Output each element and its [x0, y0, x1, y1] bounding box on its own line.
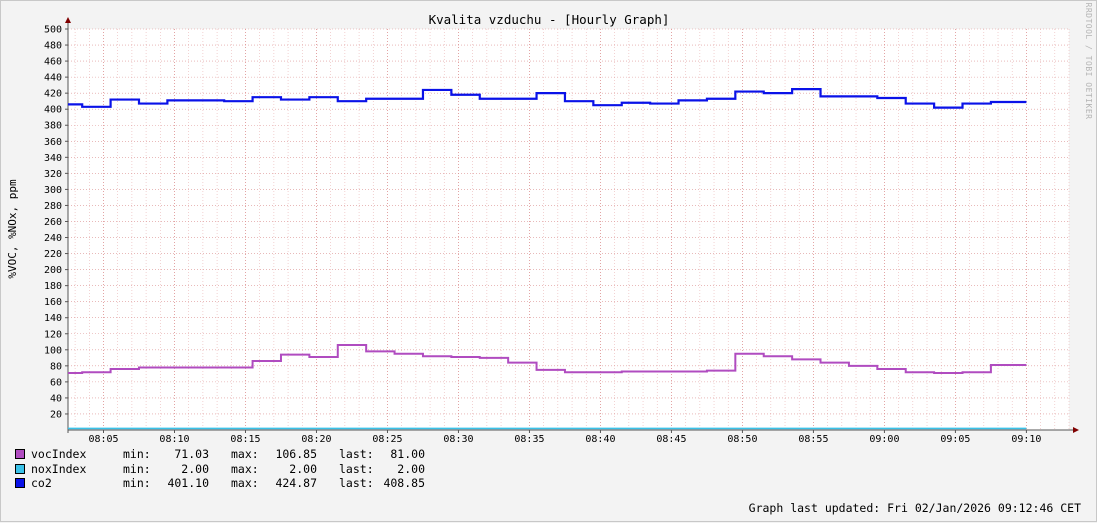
y-tick-label: 20 — [50, 409, 62, 420]
x-tick-label: 08:55 — [798, 434, 828, 445]
y-axis-label: %VOC, %NOx, ppm — [6, 179, 19, 279]
legend-swatch — [15, 478, 25, 489]
rrdtool-watermark: RRDTOOL / TOBI OETIKER — [1084, 3, 1093, 120]
y-tick-label: 300 — [44, 185, 62, 196]
legend-min-value: 2.00 — [181, 461, 209, 476]
legend-min-label: min: — [123, 461, 151, 476]
x-tick-label: 09:00 — [869, 434, 899, 445]
y-tick-label: 80 — [50, 361, 62, 372]
legend-swatch — [15, 449, 25, 460]
legend-max-value: 424.87 — [275, 476, 317, 491]
y-tick-labels: 20 40 60 80 100 120 140 160 180 200 220 240 260 280 30… — [44, 25, 62, 421]
legend-max-value: 106.85 — [275, 447, 317, 462]
y-tick-label: 500 — [44, 25, 62, 36]
y-tick-label: 100 — [44, 345, 62, 356]
series-line-co2 — [68, 88, 1027, 109]
y-tick-label: 380 — [44, 121, 62, 132]
legend-max-label: max: — [231, 461, 259, 476]
x-tick-label: 08:35 — [514, 434, 544, 445]
series-line-vocIndex — [68, 343, 1027, 375]
plot-area — [68, 29, 1069, 430]
legend-series-name: noxIndex — [31, 461, 87, 476]
last-updated-text: Graph last updated: Fri 02/Jan/2026 09:1… — [748, 501, 1081, 515]
legend-min-value: 71.03 — [174, 447, 209, 462]
x-tick-label: 08:50 — [727, 434, 757, 445]
y-tick-label: 280 — [44, 201, 62, 212]
y-tick-label: 120 — [44, 329, 62, 340]
legend-series-name: co2 — [31, 476, 52, 491]
y-tick-label: 440 — [44, 73, 62, 84]
x-tick-label: 09:05 — [940, 434, 970, 445]
y-tick-label: 60 — [50, 377, 62, 388]
legend-last-value: 408.85 — [383, 476, 425, 491]
y-tick-label: 320 — [44, 169, 62, 180]
legend-min-label: min: — [123, 476, 151, 491]
legend-max-label: max: — [231, 476, 259, 491]
x-axis-arrow — [1073, 427, 1079, 433]
legend-last-label: last: — [339, 476, 374, 491]
legend-last-value: 2.00 — [397, 461, 425, 476]
y-tick-label: 180 — [44, 281, 62, 292]
y-tick-label: 400 — [44, 105, 62, 116]
x-tick-label: 08:15 — [230, 434, 260, 445]
grid — [68, 28, 1070, 430]
legend-row-noxIndex: noxIndex min: 2.00 max: 2.00 last: 2.00 — [15, 462, 425, 477]
legend-row-co2: co2 min: 401.10 max: 424.87 last: 408.85 — [15, 476, 425, 491]
y-tick-label: 160 — [44, 297, 62, 308]
y-tick-label: 480 — [44, 41, 62, 52]
legend-min-label: min: — [123, 447, 151, 462]
legend-max-value: 2.00 — [289, 461, 317, 476]
legend-min-value: 401.10 — [167, 476, 209, 491]
legend-last-label: last: — [339, 461, 374, 476]
x-tick-label: 08:05 — [88, 434, 118, 445]
x-tick-label: 08:25 — [372, 434, 402, 445]
legend-row-vocIndex: vocIndex min: 71.03 max: 106.85 last: 81.00 — [15, 447, 425, 462]
legend: vocIndex min: 71.03 max: 106.85 last: 81.00 nox… — [15, 447, 425, 491]
y-axis-arrow — [65, 17, 71, 23]
axes — [65, 17, 1079, 433]
y-tick-label: 460 — [44, 57, 62, 68]
y-tick-label: 420 — [44, 89, 62, 100]
legend-series-name: vocIndex — [31, 447, 87, 462]
x-tick-label: 09:10 — [1011, 434, 1041, 445]
legend-last-value: 81.00 — [390, 447, 425, 462]
x-tick-label: 08:30 — [443, 434, 473, 445]
y-tick-label: 200 — [44, 265, 62, 276]
legend-swatch — [15, 463, 25, 474]
y-tick-label: 240 — [44, 233, 62, 244]
x-tick-labels: 08:05 08:10 08:15 08:20 08:25 08:30 08:35 08:40… — [88, 434, 1041, 445]
x-tick-label: 08:45 — [656, 434, 686, 445]
y-tick-label: 40 — [50, 393, 62, 404]
y-tick-label: 360 — [44, 137, 62, 148]
series-lines — [68, 88, 1027, 430]
x-tick-label: 08:40 — [585, 434, 615, 445]
y-tick-label: 220 — [44, 249, 62, 260]
x-tick-label: 08:10 — [159, 434, 189, 445]
y-tick-label: 140 — [44, 313, 62, 324]
legend-max-label: max: — [231, 447, 259, 462]
legend-last-label: last: — [339, 447, 374, 462]
chart-title: Kvalita vzduchu - [Hourly Graph] — [429, 12, 670, 27]
y-tick-label: 340 — [44, 153, 62, 164]
y-tick-label: 260 — [44, 217, 62, 228]
x-tick-label: 08:20 — [301, 434, 331, 445]
